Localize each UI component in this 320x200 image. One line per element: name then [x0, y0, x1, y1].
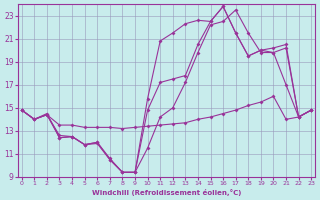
X-axis label: Windchill (Refroidissement éolien,°C): Windchill (Refroidissement éolien,°C)	[92, 189, 241, 196]
